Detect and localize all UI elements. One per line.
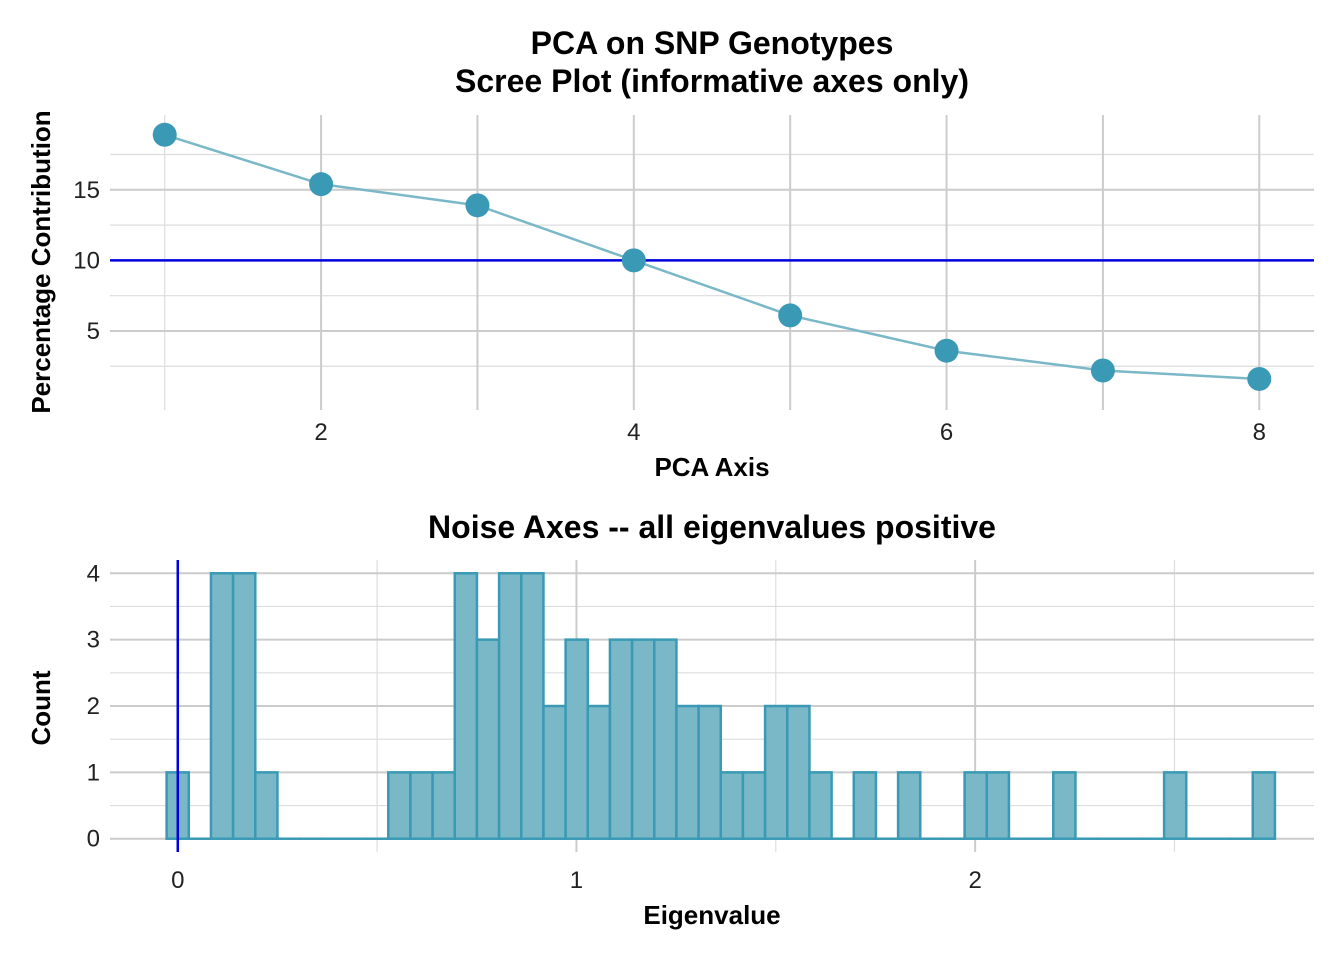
histogram-bar (231, 572, 257, 840)
scree-x-tick-label: 6 (940, 419, 953, 446)
histogram-bar (896, 771, 922, 840)
histogram-y-tick-label: 4 (87, 560, 100, 587)
scree-plot-panel: PCA on SNP Genotypes Scree Plot (informa… (26, 25, 1314, 482)
histogram-bar (963, 771, 989, 840)
histogram-bar (409, 771, 434, 840)
histogram-bar (763, 704, 789, 840)
histogram-bar (786, 704, 811, 840)
histogram-bar (431, 771, 457, 840)
histogram-bar (542, 704, 567, 840)
scree-point (1090, 358, 1115, 383)
scree-y-tick-label: 5 (87, 318, 100, 345)
scree-line (164, 133, 1260, 381)
histogram-bar (653, 638, 678, 840)
histogram-bar (209, 572, 235, 840)
scree-title-line1: PCA on SNP Genotypes (531, 25, 894, 61)
scree-x-tick-label: 2 (314, 419, 327, 446)
scree-series (152, 122, 1272, 391)
histogram-bar (675, 704, 700, 840)
histogram-x-axis-title: Eigenvalue (643, 900, 780, 930)
scree-x-tick-label: 8 (1253, 419, 1266, 446)
scree-y-tick-label: 10 (73, 247, 100, 274)
scree-point (152, 122, 177, 147)
histogram-x-tick-labels: 0 1 2 (171, 867, 982, 894)
histogram-bar (719, 771, 745, 840)
histogram-bar (475, 638, 501, 840)
scree-point (621, 248, 646, 273)
histogram-x-tick-label: 0 (171, 867, 184, 894)
scree-title-line2: Scree Plot (informative axes only) (455, 63, 969, 99)
histogram-bars (165, 572, 1277, 840)
scree-y-tick-labels: 5 10 15 (73, 177, 100, 345)
histogram-bar (520, 572, 545, 840)
histogram-y-tick-label: 0 (87, 826, 100, 853)
histogram-bar (808, 771, 833, 840)
scree-point (778, 303, 803, 328)
histogram-bar (387, 771, 412, 840)
scree-x-tick-label: 4 (627, 419, 640, 446)
histogram-y-tick-label: 2 (87, 693, 100, 720)
scree-y-tick-label: 15 (73, 177, 100, 204)
scree-point (1247, 366, 1272, 391)
histogram-bar (1251, 771, 1277, 840)
scree-point (309, 172, 334, 197)
histogram-y-tick-labels: 0 1 2 3 4 (87, 560, 100, 852)
histogram-x-tick-label: 2 (968, 867, 981, 894)
scree-x-tick-labels: 2 4 6 8 (314, 419, 1266, 446)
histogram-bar (1162, 771, 1188, 840)
histogram-bar (985, 771, 1011, 840)
scree-y-axis-title: Percentage Contribution (26, 110, 56, 413)
histogram-bar (608, 638, 634, 840)
histogram-bar (1052, 771, 1077, 840)
scree-point (934, 338, 959, 363)
histogram-bar (741, 771, 767, 840)
histogram-bar (697, 704, 723, 840)
scree-grid (110, 115, 1314, 410)
histogram-bar (453, 572, 479, 840)
histogram-y-tick-label: 1 (87, 759, 100, 786)
histogram-title: Noise Axes -- all eigenvalues positive (428, 509, 996, 545)
histogram-bar (630, 638, 656, 840)
scree-x-axis-title: PCA Axis (654, 452, 769, 482)
histogram-bar (254, 771, 279, 840)
noise-histogram-panel: Noise Axes -- all eigenvalues positive 0… (26, 509, 1314, 930)
histogram-x-tick-label: 1 (570, 867, 583, 894)
histogram-y-axis-title: Count (26, 670, 56, 745)
histogram-bar (852, 771, 878, 840)
histogram-bar (586, 704, 612, 840)
histogram-bar (564, 638, 590, 840)
scree-point (465, 193, 490, 218)
histogram-y-tick-label: 3 (87, 627, 100, 654)
histogram-bar (497, 572, 523, 840)
